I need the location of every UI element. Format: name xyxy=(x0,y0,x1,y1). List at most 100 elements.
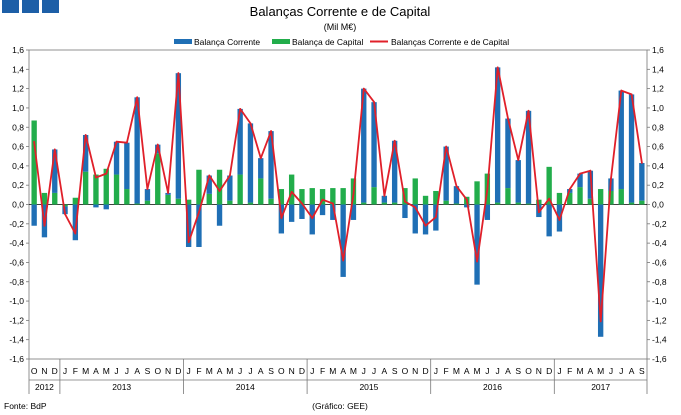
legend-label-total: Balanças Corrente e de Capital xyxy=(391,37,509,47)
bar-capital xyxy=(567,192,573,205)
y-tick-label-left: -1,6 xyxy=(9,354,24,364)
x-tick-label: F xyxy=(73,366,78,376)
total-point xyxy=(156,143,159,146)
x-tick-label: A xyxy=(134,366,140,376)
bar-current xyxy=(247,123,254,203)
bar-capital xyxy=(381,202,388,205)
bar-capital xyxy=(371,187,377,205)
bar-capital xyxy=(505,188,511,205)
bar-capital xyxy=(62,204,68,207)
y-tick-label-right: -0,8 xyxy=(652,277,667,287)
bar-current xyxy=(258,158,264,179)
total-point xyxy=(383,194,386,197)
y-tick-label-right: -1,2 xyxy=(652,315,667,325)
total-point xyxy=(496,66,499,69)
bar-capital xyxy=(340,188,346,205)
bar-capital xyxy=(618,189,624,205)
total-point xyxy=(362,87,365,90)
credit-note: (Gráfico: GEE) xyxy=(312,401,368,411)
total-point xyxy=(84,134,87,136)
x-tick-label: S xyxy=(639,366,645,376)
x-tick-label: S xyxy=(515,366,521,376)
y-tick-label-right: 1,0 xyxy=(652,103,664,113)
bar-capital xyxy=(309,188,315,205)
total-point xyxy=(465,198,468,201)
bar-capital xyxy=(175,198,182,205)
total-point xyxy=(53,148,56,151)
bar-current xyxy=(288,204,295,222)
bar-capital xyxy=(443,200,449,205)
total-point xyxy=(517,159,520,161)
bar-current xyxy=(31,204,37,226)
year-label: 2014 xyxy=(236,382,255,392)
y-tick-label-left: -0,8 xyxy=(9,277,24,287)
total-point xyxy=(568,188,571,190)
bar-capital xyxy=(268,198,274,205)
total-point xyxy=(136,96,139,99)
bar-capital xyxy=(31,120,37,205)
total-point xyxy=(373,101,375,104)
x-tick-label: A xyxy=(588,366,594,376)
x-tick-label: F xyxy=(567,366,572,376)
chart-subtitle: (Mil M€) xyxy=(324,22,357,32)
header-square xyxy=(2,0,19,13)
bar-capital xyxy=(453,203,460,205)
bar-current xyxy=(72,204,79,241)
bar-current xyxy=(185,204,192,247)
y-tick-label-left: -0,4 xyxy=(9,238,24,248)
total-point xyxy=(527,109,530,112)
y-tick-label-left: -1,2 xyxy=(9,315,24,325)
bar-current xyxy=(144,189,151,201)
x-tick-label: S xyxy=(145,366,151,376)
y-tick-label-left: 0,8 xyxy=(12,122,24,132)
total-point xyxy=(187,241,190,244)
x-tick-label: F xyxy=(444,366,449,376)
bar-current xyxy=(113,141,120,175)
x-tick-label: J xyxy=(372,366,376,376)
bar-current xyxy=(412,204,418,234)
total-point xyxy=(424,224,427,227)
total-line-path xyxy=(33,66,643,323)
axes: 1,6 1,6 1,4 1,4 1,2 1,2 1,0 1,0 0,8 0,8 0,6 0,6 0,4 0… xyxy=(9,45,667,364)
y-tick-label-left: -1,0 xyxy=(9,296,24,306)
y-tick-label-right: 1,4 xyxy=(652,64,664,74)
total-point xyxy=(537,211,540,214)
y-tick-label-left: 1,6 xyxy=(12,45,24,55)
x-tick-label: S xyxy=(268,366,274,376)
total-point xyxy=(95,176,97,179)
bar-current xyxy=(464,204,470,208)
bar-capital xyxy=(144,200,151,205)
bar-capital xyxy=(639,200,645,205)
y-tick-label-left: 0,0 xyxy=(12,200,24,210)
bar-current xyxy=(196,204,202,247)
bar-current xyxy=(237,108,243,175)
y-tick-label-right: -1,0 xyxy=(652,296,667,306)
x-tick-label: N xyxy=(41,366,47,376)
bar-current xyxy=(206,175,212,194)
x-tick-label: D xyxy=(299,366,305,376)
bar-capital xyxy=(299,189,305,205)
total-point xyxy=(74,232,77,235)
total-point xyxy=(455,185,458,188)
bar-capital xyxy=(206,193,212,205)
total-point xyxy=(630,93,633,96)
bar-current xyxy=(402,204,408,219)
x-tick-label: M xyxy=(577,366,584,376)
bar-capital xyxy=(227,200,233,205)
total-point xyxy=(352,192,355,195)
bar-current xyxy=(309,204,315,235)
bar-current xyxy=(546,204,552,237)
y-tick-label-right: -0,2 xyxy=(652,219,667,229)
y-tick-label-left: 1,4 xyxy=(12,64,24,74)
year-label: 2015 xyxy=(359,382,378,392)
y-tick-label-right: 0,0 xyxy=(652,200,664,210)
bar-current xyxy=(391,140,398,203)
y-tick-label-right: 0,6 xyxy=(652,142,664,152)
bar-capital xyxy=(433,190,439,205)
bar-current xyxy=(639,162,645,201)
y-tick-label-right: 1,2 xyxy=(652,84,664,94)
bar-current xyxy=(453,186,460,204)
x-tick-label: O xyxy=(154,366,161,376)
